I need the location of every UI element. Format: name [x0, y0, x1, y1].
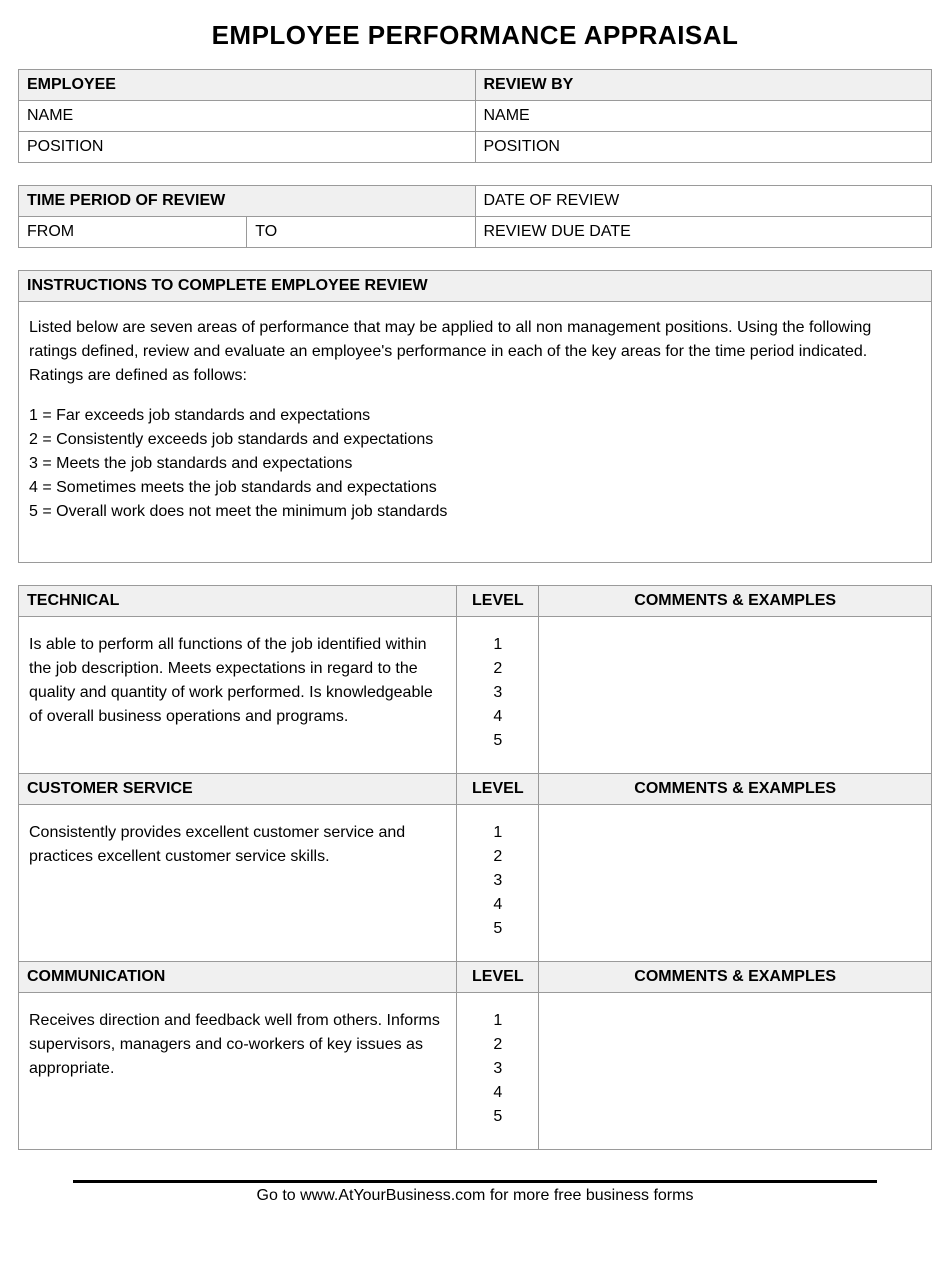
level-header: LEVEL [457, 586, 539, 617]
time-period-table: TIME PERIOD OF REVIEW DATE OF REVIEW FRO… [18, 185, 932, 248]
level-header: LEVEL [457, 962, 539, 993]
level-option-4: 4 [457, 705, 538, 729]
section-title-communication: COMMUNICATION [19, 962, 457, 993]
communication-level-cell[interactable]: 1 2 3 4 5 [457, 993, 539, 1150]
communication-comments-cell[interactable] [539, 993, 932, 1150]
instructions-header: INSTRUCTIONS TO COMPLETE EMPLOYEE REVIEW [19, 271, 932, 302]
level-option-3: 3 [457, 1057, 538, 1081]
period-to-cell[interactable]: TO [247, 217, 475, 248]
rating-def-2: 2 = Consistently exceeds job standards a… [29, 428, 921, 452]
level-header: LEVEL [457, 774, 539, 805]
footer-text: Go to www.AtYourBusiness.com for more fr… [73, 1183, 877, 1215]
level-option-1: 1 [457, 1009, 538, 1033]
review-by-header: REVIEW BY [475, 70, 932, 101]
rating-def-3: 3 = Meets the job standards and expectat… [29, 452, 921, 476]
comments-header: COMMENTS & EXAMPLES [539, 774, 932, 805]
rating-def-4: 4 = Sometimes meets the job standards an… [29, 476, 921, 500]
employee-name-cell[interactable]: NAME [19, 101, 476, 132]
comments-header: COMMENTS & EXAMPLES [539, 962, 932, 993]
employee-header: EMPLOYEE [19, 70, 476, 101]
level-option-2: 2 [457, 1033, 538, 1057]
page-title: EMPLOYEE PERFORMANCE APPRAISAL [18, 20, 932, 51]
comments-header: COMMENTS & EXAMPLES [539, 586, 932, 617]
level-option-4: 4 [457, 1081, 538, 1105]
level-option-2: 2 [457, 657, 538, 681]
instructions-intro: Listed below are seven areas of performa… [29, 316, 921, 388]
level-option-2: 2 [457, 845, 538, 869]
level-option-5: 5 [457, 1105, 538, 1129]
performance-table: TECHNICAL LEVEL COMMENTS & EXAMPLES Is a… [18, 585, 932, 1150]
instructions-table: INSTRUCTIONS TO COMPLETE EMPLOYEE REVIEW… [18, 270, 932, 563]
rating-def-1: 1 = Far exceeds job standards and expect… [29, 404, 921, 428]
technical-level-cell[interactable]: 1 2 3 4 5 [457, 617, 539, 774]
rating-def-5: 5 = Overall work does not meet the minim… [29, 500, 921, 524]
customer-service-level-cell[interactable]: 1 2 3 4 5 [457, 805, 539, 962]
technical-comments-cell[interactable] [539, 617, 932, 774]
level-option-5: 5 [457, 729, 538, 753]
time-period-header: TIME PERIOD OF REVIEW [19, 186, 476, 217]
customer-service-comments-cell[interactable] [539, 805, 932, 962]
level-option-1: 1 [457, 633, 538, 657]
period-from-cell[interactable]: FROM [19, 217, 247, 248]
level-option-3: 3 [457, 681, 538, 705]
employee-position-cell[interactable]: POSITION [19, 132, 476, 163]
customer-service-description: Consistently provides excellent customer… [19, 805, 457, 962]
reviewer-name-cell[interactable]: NAME [475, 101, 932, 132]
review-due-date-cell[interactable]: REVIEW DUE DATE [475, 217, 932, 248]
communication-description: Receives direction and feedback well fro… [19, 993, 457, 1150]
date-of-review-cell[interactable]: DATE OF REVIEW [475, 186, 932, 217]
level-option-1: 1 [457, 821, 538, 845]
technical-description: Is able to perform all functions of the … [19, 617, 457, 774]
section-title-technical: TECHNICAL [19, 586, 457, 617]
reviewer-position-cell[interactable]: POSITION [475, 132, 932, 163]
level-option-5: 5 [457, 917, 538, 941]
level-option-4: 4 [457, 893, 538, 917]
employee-info-table: EMPLOYEE REVIEW BY NAME NAME POSITION PO… [18, 69, 932, 163]
section-title-customer-service: CUSTOMER SERVICE [19, 774, 457, 805]
instructions-body: Listed below are seven areas of performa… [19, 302, 932, 563]
level-option-3: 3 [457, 869, 538, 893]
